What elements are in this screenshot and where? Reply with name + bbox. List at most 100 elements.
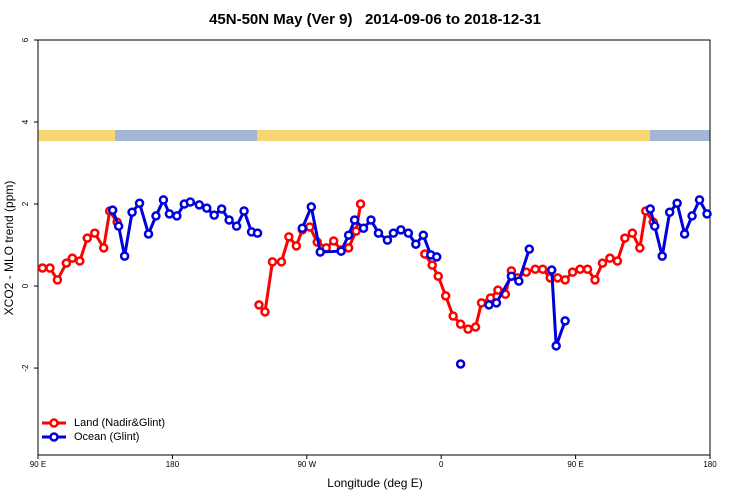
point <box>343 243 354 253</box>
point <box>455 359 466 369</box>
point <box>657 251 667 261</box>
point <box>396 225 406 235</box>
y-tick-label: -2 <box>21 364 30 372</box>
point <box>216 204 227 214</box>
point <box>514 276 524 286</box>
point <box>328 236 339 246</box>
x-tick-label: 90 E <box>567 460 583 469</box>
point <box>620 233 630 243</box>
point <box>530 264 541 274</box>
point <box>336 246 346 256</box>
point <box>82 233 93 243</box>
point <box>590 275 600 285</box>
point <box>52 275 63 285</box>
legend-marker <box>49 418 59 428</box>
point <box>315 247 325 257</box>
point <box>664 207 675 217</box>
point <box>291 241 302 251</box>
point <box>382 235 393 245</box>
point <box>194 200 205 210</box>
point <box>649 221 660 231</box>
point <box>605 253 615 263</box>
point <box>694 195 705 205</box>
legend-label: Land (Nadir&Glint) <box>74 417 165 429</box>
point <box>254 300 264 310</box>
x-tick-label: 180 <box>166 460 180 469</box>
plot-frame <box>37 39 711 456</box>
x-tick-label: 0 <box>439 460 444 469</box>
x-tick-label: 90 E <box>30 460 46 469</box>
point <box>560 275 570 285</box>
x-tick-label: 90 W <box>297 460 316 469</box>
point <box>67 253 78 263</box>
point <box>597 258 608 268</box>
series-line <box>111 196 709 347</box>
y-tick-label: 0 <box>21 283 30 288</box>
point <box>455 319 466 329</box>
point <box>151 211 161 221</box>
point <box>355 199 366 209</box>
point <box>612 256 623 266</box>
point <box>552 273 563 283</box>
point <box>201 203 212 213</box>
point <box>305 222 315 232</box>
point <box>463 324 473 334</box>
point <box>113 221 124 231</box>
point <box>524 244 535 254</box>
point <box>349 215 360 225</box>
point <box>224 215 234 225</box>
legend-label: Ocean (Glint) <box>74 431 139 443</box>
point <box>366 215 376 225</box>
point <box>476 298 487 308</box>
point <box>493 285 503 295</box>
point <box>127 207 137 217</box>
point <box>98 243 109 253</box>
point <box>567 267 578 277</box>
point <box>484 300 494 310</box>
point <box>679 229 690 239</box>
point <box>351 226 361 236</box>
point <box>431 252 442 262</box>
point <box>284 232 294 242</box>
chart-title: 45N-50N May (Ver 9) 2014-09-06 to 2018-1… <box>209 11 541 28</box>
point <box>306 202 317 212</box>
point <box>358 223 369 233</box>
x-tick-label: 180 <box>703 460 717 469</box>
point <box>107 205 118 215</box>
point <box>635 243 645 253</box>
point <box>470 322 481 332</box>
point <box>388 228 399 238</box>
point <box>418 230 429 240</box>
point <box>343 230 354 240</box>
y-tick-label: 4 <box>21 119 30 124</box>
y-axis-label: XCO2 - MLO trend (ppm) <box>2 181 16 316</box>
series-line <box>42 203 655 331</box>
point <box>267 257 278 267</box>
point <box>433 271 443 281</box>
point <box>260 307 270 317</box>
point <box>143 229 154 239</box>
point <box>185 197 196 207</box>
point <box>575 264 585 274</box>
point <box>297 223 308 233</box>
point <box>537 264 548 274</box>
point <box>440 291 451 301</box>
point <box>373 228 384 238</box>
point <box>411 239 421 249</box>
point <box>645 204 656 214</box>
point <box>158 195 169 205</box>
point <box>164 209 175 219</box>
point <box>582 264 593 274</box>
x-axis-label: Longitude (deg E) <box>327 476 422 490</box>
point <box>687 211 697 221</box>
point <box>61 258 72 268</box>
point <box>546 265 557 275</box>
point <box>448 311 458 321</box>
point <box>403 228 414 238</box>
point <box>560 316 570 326</box>
y-tick-label: 6 <box>21 37 30 42</box>
y-tick-label: 2 <box>21 201 30 206</box>
point <box>551 341 561 351</box>
point <box>89 228 100 238</box>
